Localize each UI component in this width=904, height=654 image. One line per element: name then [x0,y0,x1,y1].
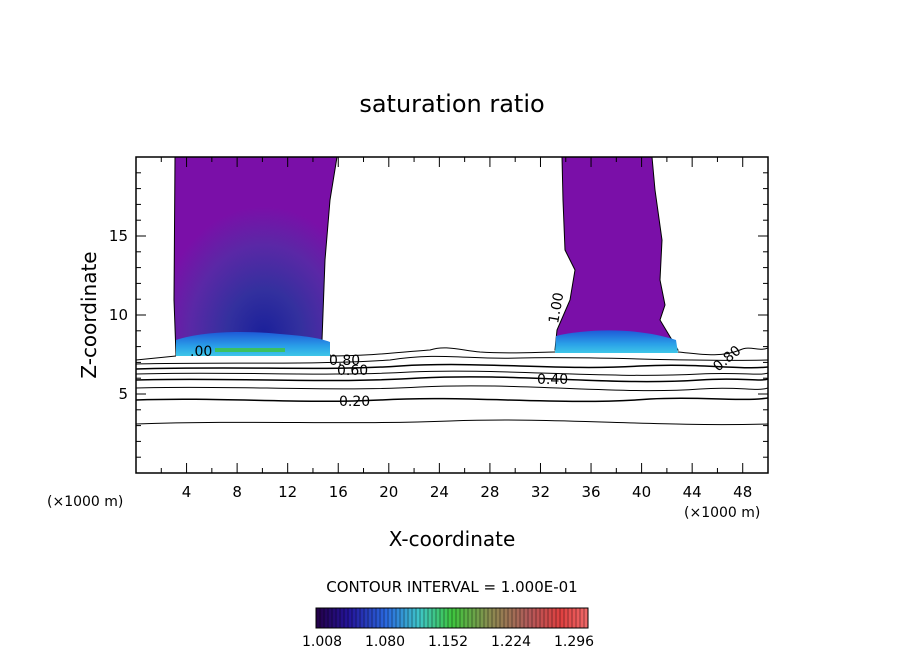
x-tick-labels: 4 8 12 16 20 24 28 32 36 40 44 48 [182,483,752,501]
left-cloud-region [173,157,338,356]
x-tick-label: 20 [379,483,398,501]
contour-lines [136,347,768,426]
y-tick-labels: 5 10 15 [109,227,128,403]
x-tick-label: 28 [480,483,499,501]
x-tick-label: 4 [182,483,192,501]
contour-labels: 0.20 0.40 0.60 0.80 0.80 1.00 .00 [190,291,744,410]
cloud-fields [173,157,679,356]
y-axis-label: Z-coordinate [77,251,101,378]
left-cloud-base [176,332,330,356]
x-axis-ticks [160,157,744,473]
colorbar-tick-label: 1.080 [365,634,405,650]
contour-line [136,347,768,361]
x-tick-label: 8 [232,483,242,501]
x-axis-label: X-coordinate [389,527,516,551]
contour-line [136,370,768,376]
contour-line [136,363,768,370]
contour-line [136,419,768,426]
colorbar-labels: 1.008 1.080 1.152 1.224 1.296 [302,634,594,650]
contour-line [136,376,768,383]
contour-label: 1.00 [546,291,567,324]
contour-label: 0.20 [339,394,370,410]
contour-line [136,385,768,392]
x-unit-left: (×1000 m) [47,494,123,510]
chart-title: saturation ratio [359,90,544,118]
y-tick-label: 10 [109,306,128,324]
x-tick-label: 16 [329,483,348,501]
x-tick-label: 24 [430,483,449,501]
contour-interval-text: CONTOUR INTERVAL = 1.000E-01 [326,578,577,596]
colorbar-tick-label: 1.224 [491,634,531,650]
left-cloud-green-streak [215,348,285,352]
y-tick-label: 15 [109,227,128,245]
y-tick-label: 5 [118,385,128,403]
contour-label: 0.80 [710,343,744,375]
x-tick-label: 48 [733,483,752,501]
colorbar-tick-label: 1.296 [554,634,594,650]
contour-label: .00 [190,344,212,360]
x-tick-label: 40 [632,483,651,501]
x-unit-right: (×1000 m) [684,505,760,521]
contour-label: 0.60 [337,363,368,379]
contour-label: 0.80 [329,353,360,369]
contour-line [136,355,768,365]
colorbar-bands [319,608,585,628]
x-tick-label: 36 [581,483,600,501]
contour-line [136,397,768,403]
right-cloud-region [554,157,679,351]
right-cloud-base [555,330,678,353]
y-axis-ticks [136,172,768,458]
colorbar-tick-label: 1.008 [302,634,342,650]
x-tick-label: 32 [531,483,550,501]
colorbar-tick-label: 1.152 [428,634,468,650]
x-tick-label: 12 [278,483,297,501]
contour-label: 0.40 [537,372,568,388]
x-tick-label: 44 [683,483,702,501]
